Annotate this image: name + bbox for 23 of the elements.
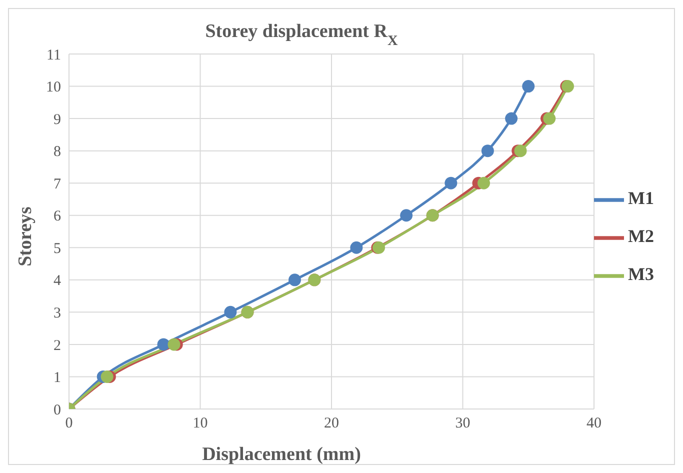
y-tick-label: 9: [54, 112, 61, 128]
y-tick-label: 10: [46, 80, 61, 96]
x-tick-label: 30: [455, 416, 470, 432]
legend-label: M2: [628, 226, 654, 246]
x-tick-label: 0: [65, 416, 73, 432]
y-tick-label: 5: [54, 240, 61, 257]
legend-label: M3: [628, 264, 654, 284]
y-tick-label: 6: [54, 208, 62, 225]
x-tick-label: 10: [192, 416, 208, 432]
y-tick-label: 0: [54, 402, 61, 418]
y-tick-label: 8: [54, 144, 61, 160]
x-tick-label: 20: [324, 416, 339, 432]
y-tick-label: 4: [54, 273, 62, 290]
y-tick-label: 2: [54, 338, 61, 354]
x-tick-label: 40: [586, 416, 602, 432]
chart-title: Storey displacement R$_{X}$: [205, 21, 398, 49]
y-tick-label: 3: [54, 306, 61, 322]
legend-label: M1: [628, 188, 654, 208]
y-axis-title: Storeys: [15, 206, 36, 266]
y-tick-label: 7: [54, 176, 62, 192]
x-axis-title: Displacement (mm): [202, 444, 361, 465]
y-tick-label: 1: [54, 370, 61, 386]
y-tick-label: 11: [46, 47, 61, 64]
